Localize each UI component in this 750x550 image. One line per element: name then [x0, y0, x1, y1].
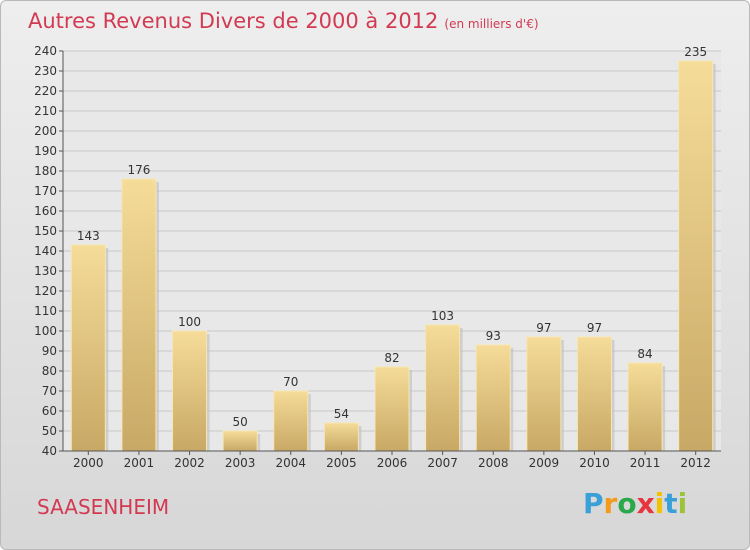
y-tick-label: 40 — [42, 444, 57, 458]
x-tick-label-2003: 2003 — [225, 456, 256, 470]
y-tick-label: 200 — [34, 124, 57, 138]
y-tick-label: 190 — [34, 144, 57, 158]
x-tick-label-2009: 2009 — [529, 456, 560, 470]
x-tick-label-2001: 2001 — [124, 456, 155, 470]
data-label-2009: 97 — [536, 321, 551, 335]
y-tick-label: 180 — [34, 164, 57, 178]
y-tick-label: 70 — [42, 384, 57, 398]
data-label-2012: 235 — [684, 45, 707, 59]
x-tick-label-2000: 2000 — [73, 456, 104, 470]
logo-letter: P — [583, 487, 604, 520]
data-label-2000: 143 — [77, 229, 100, 243]
y-tick-label: 80 — [42, 364, 57, 378]
bar-2009 — [526, 336, 562, 452]
data-label-2006: 82 — [384, 351, 399, 365]
data-label-2008: 93 — [486, 329, 501, 343]
data-label-2010: 97 — [587, 321, 602, 335]
y-tick-label: 230 — [34, 64, 57, 78]
y-tick-label: 130 — [34, 264, 57, 278]
x-tick-label-2008: 2008 — [478, 456, 509, 470]
y-tick-label: 50 — [42, 424, 57, 438]
commune-name: SAASENHEIM — [37, 495, 170, 519]
x-tick-label-2012: 2012 — [680, 456, 711, 470]
y-tick-label: 110 — [34, 304, 57, 318]
logo-letter: t — [664, 487, 678, 520]
data-label-2011: 84 — [637, 347, 652, 361]
data-label-2005: 54 — [334, 407, 349, 421]
x-tick-label-2007: 2007 — [427, 456, 458, 470]
data-label-2002: 100 — [178, 315, 201, 329]
y-tick-label: 240 — [34, 44, 57, 58]
bar-2006 — [374, 366, 410, 452]
bar-2003 — [222, 430, 258, 452]
logo-letter: i — [677, 487, 688, 520]
chart-title-unit: (en milliers d'€) — [444, 17, 539, 31]
bar-2012 — [678, 60, 714, 452]
y-tick-label: 220 — [34, 84, 57, 98]
data-label-2001: 176 — [127, 163, 150, 177]
y-tick-label: 210 — [34, 104, 57, 118]
proxiti-logo: Proxiti — [583, 487, 687, 520]
bar-2008 — [475, 344, 511, 452]
bar-2004 — [273, 390, 309, 452]
y-tick-label: 90 — [42, 344, 57, 358]
y-tick-label: 170 — [34, 184, 57, 198]
chart-title: Autres Revenus Divers de 2000 à 2012 (en … — [28, 9, 539, 33]
y-tick-label: 60 — [42, 404, 57, 418]
data-label-2004: 70 — [283, 375, 298, 389]
bar-2007 — [425, 324, 461, 452]
chart-title-text: Autres Revenus Divers de 2000 à 2012 — [28, 9, 439, 33]
x-tick-label-2010: 2010 — [579, 456, 610, 470]
logo-letter: i — [654, 487, 665, 520]
y-tick-label: 100 — [34, 324, 57, 338]
logo-letter: o — [617, 487, 637, 520]
data-label-2007: 103 — [431, 309, 454, 323]
x-tick-label-2004: 2004 — [275, 456, 306, 470]
x-tick-label-2006: 2006 — [377, 456, 408, 470]
bar-2001 — [121, 178, 157, 452]
logo-letter: x — [636, 487, 655, 520]
bar-2011 — [627, 362, 663, 452]
x-tick-label-2011: 2011 — [630, 456, 661, 470]
y-tick-label: 140 — [34, 244, 57, 258]
bar-2002 — [172, 330, 208, 452]
y-tick-label: 150 — [34, 224, 57, 238]
y-tick-label: 120 — [34, 284, 57, 298]
bar-2000 — [70, 244, 106, 452]
bar-2010 — [576, 336, 612, 452]
logo-letter: r — [603, 487, 618, 520]
x-tick-label-2005: 2005 — [326, 456, 357, 470]
x-tick-label-2002: 2002 — [174, 456, 205, 470]
y-tick-label: 160 — [34, 204, 57, 218]
data-label-2003: 50 — [233, 415, 248, 429]
bar-2005 — [323, 422, 359, 452]
